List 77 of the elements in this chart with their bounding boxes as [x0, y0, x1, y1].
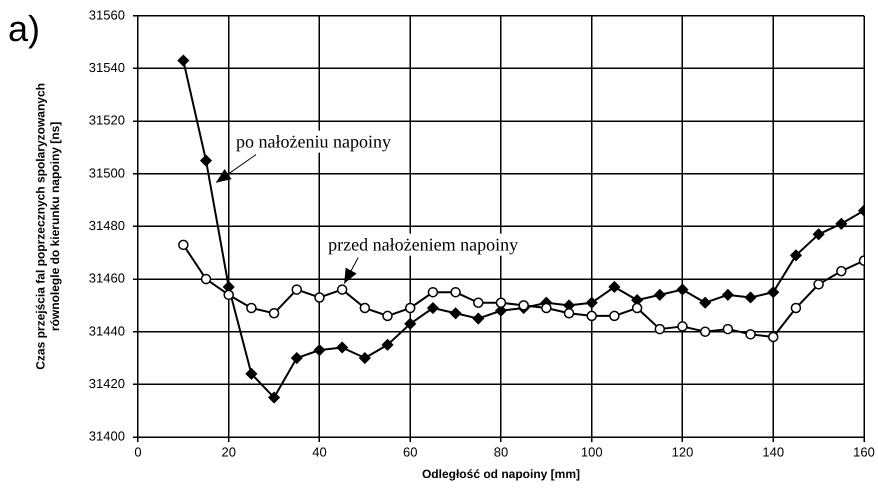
point	[768, 332, 778, 342]
y-tick-label: 31400	[88, 428, 125, 444]
point	[268, 392, 280, 404]
x-tick-label: 100	[580, 444, 603, 460]
y-tick-label: 31480	[88, 218, 125, 233]
point	[813, 279, 824, 290]
y-tick-label: 31560	[88, 7, 125, 22]
point	[178, 54, 190, 66]
point	[473, 297, 484, 308]
point	[677, 321, 688, 332]
point	[518, 300, 529, 311]
point	[722, 324, 734, 334]
point	[586, 296, 598, 308]
point	[654, 324, 666, 334]
point	[223, 290, 234, 300]
point	[836, 266, 847, 276]
point	[541, 302, 552, 314]
point	[699, 296, 711, 308]
point	[609, 310, 620, 322]
x-tick-label: 140	[762, 444, 784, 460]
x-tick-label: 160	[853, 444, 875, 460]
x-tick-label: 60	[402, 444, 418, 460]
point	[200, 154, 212, 166]
y-tick-label: 31440	[88, 323, 125, 338]
point	[382, 339, 394, 351]
point	[314, 292, 325, 303]
text: a)	[8, 8, 40, 50]
point	[268, 308, 280, 319]
point	[790, 250, 802, 262]
point	[496, 297, 506, 308]
point	[654, 289, 666, 301]
point	[472, 312, 484, 324]
y-tick-label: 31520	[88, 112, 125, 128]
x-axis-title: Odległość od napoiny [mm]	[422, 467, 580, 482]
point	[178, 240, 189, 250]
y-tick-label: 31500	[88, 165, 125, 180]
point	[336, 342, 348, 354]
point	[336, 284, 348, 295]
point	[790, 302, 802, 314]
y-axis-title: Czas przejścia fal poprzecznych spolaryzowanych równolegle do kierunku napoiny [ns]	[34, 83, 62, 370]
point	[836, 218, 848, 230]
series-label: po nałożeniu napoiny	[236, 131, 391, 152]
point	[427, 302, 439, 314]
x-tick-label: 0	[134, 444, 142, 460]
point	[812, 228, 824, 240]
point	[428, 286, 438, 298]
x-tick-label: 120	[672, 444, 694, 460]
series-label: przed nałożeniem napoiny	[328, 234, 518, 254]
point	[586, 310, 597, 322]
point	[314, 344, 326, 356]
point	[291, 352, 303, 364]
y-tick-label: 31540	[88, 60, 125, 76]
point	[359, 352, 371, 364]
point	[382, 310, 393, 322]
y-tick-label: 31420	[88, 376, 125, 391]
point	[700, 326, 710, 337]
point	[564, 308, 574, 319]
x-tick-label: 40	[312, 444, 327, 460]
point	[745, 329, 756, 340]
point	[722, 289, 734, 301]
point	[450, 286, 461, 298]
point	[404, 318, 416, 330]
point	[676, 284, 688, 296]
point	[744, 292, 756, 304]
x-tick-label: 80	[494, 444, 508, 460]
point	[608, 281, 620, 293]
x-tick-label: 20	[221, 444, 236, 460]
point	[450, 308, 462, 320]
point	[360, 302, 370, 314]
point	[246, 368, 258, 380]
y-tick-label: 31460	[88, 270, 125, 286]
point	[767, 286, 779, 298]
point	[200, 274, 212, 284]
point	[292, 284, 302, 295]
point	[404, 302, 416, 314]
point	[632, 302, 642, 314]
point	[246, 302, 257, 314]
